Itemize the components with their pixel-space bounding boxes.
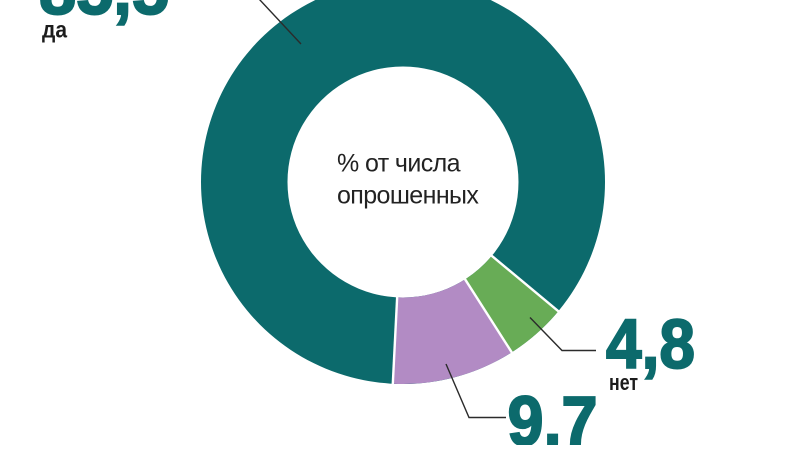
svg-text:опрошенных: опрошенных [337, 182, 479, 210]
svg-text:да: да [42, 17, 67, 43]
svg-text:4,8: 4,8 [606, 305, 695, 383]
svg-text:% от числа: % от числа [337, 150, 461, 178]
svg-text:нет: нет [609, 370, 638, 395]
svg-text:85,5: 85,5 [39, 0, 169, 29]
svg-text:9,7: 9,7 [508, 382, 598, 445]
